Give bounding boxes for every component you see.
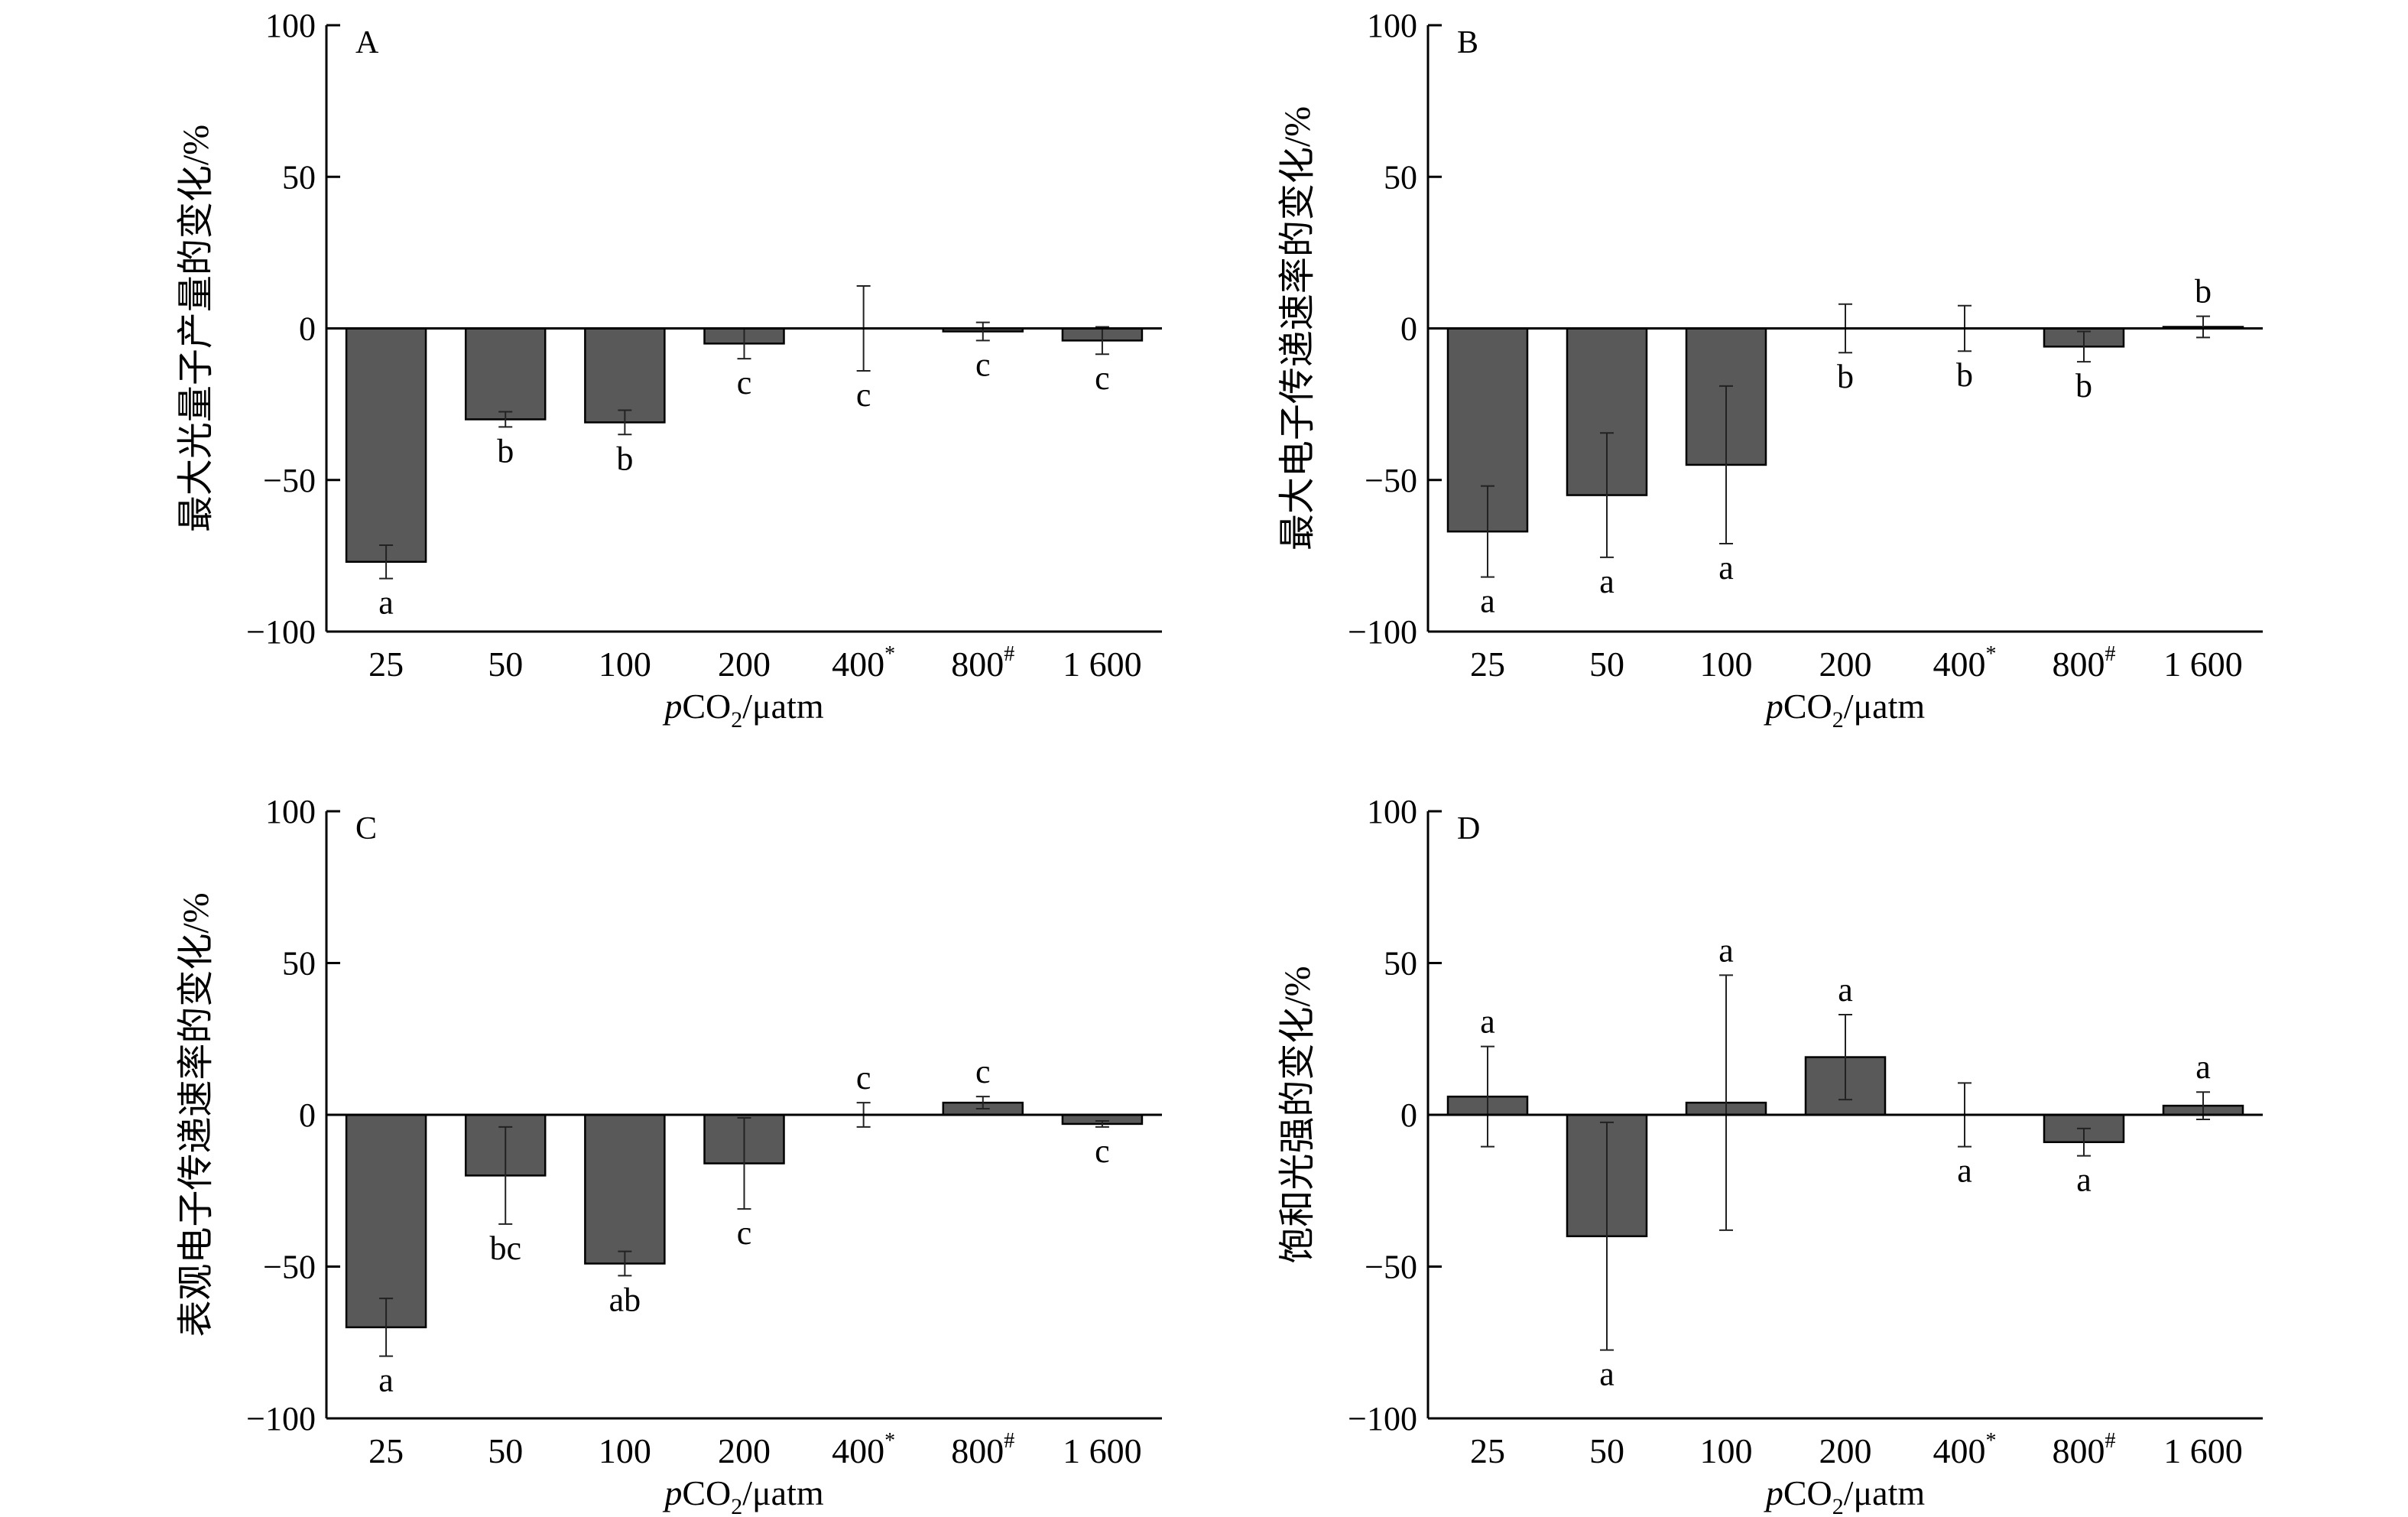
x-tick-label: 100 (599, 1431, 651, 1470)
x-tick-label: 800# (2053, 642, 2116, 684)
y-tick-label: −50 (1365, 1249, 1417, 1286)
bar (464, 327, 547, 421)
x-tick-label: 200 (1819, 1431, 1872, 1470)
x-tick-label: 400* (832, 1429, 895, 1470)
y-axis-title: 最大电子传递速率的变化/% (1277, 106, 1318, 551)
significance-letter: c (1095, 359, 1110, 397)
y-tick-label: 50 (282, 945, 316, 983)
y-tick-label: 50 (282, 158, 316, 196)
chart-panel-d: D 100 50 0 −50 −100 饱和光强的变化/% a 25 a 50 a 100 a 200 a 40… (1277, 793, 2263, 1517)
significance-letter: c (1095, 1132, 1110, 1170)
x-tick-label: 1 600 (2163, 645, 2243, 684)
significance-letter: a (1838, 971, 1853, 1009)
panel-label: A (355, 25, 379, 60)
y-tick-label: −100 (246, 1400, 316, 1437)
significance-letter: b (2195, 273, 2212, 310)
y-tick-label: 100 (265, 793, 316, 830)
y-tick-label: −50 (263, 462, 316, 499)
x-tick-label: 200 (1819, 645, 1872, 684)
x-tick-label: 800# (951, 1429, 1014, 1470)
x-tick-label: 25 (368, 645, 404, 684)
significance-letter: a (1718, 931, 1734, 969)
chart-panel-a: A 100 50 0 −50 −100 最大光量子产量的变化/% a 25 b 50 b 100 c 200… (176, 7, 1162, 733)
significance-letter: c (975, 346, 991, 383)
x-tick-label: 800# (951, 642, 1014, 684)
x-tick-label: 1 600 (1063, 645, 1142, 684)
panel-label: B (1457, 25, 1478, 60)
significance-letter: a (378, 1362, 394, 1399)
x-tick-label: 200 (718, 1431, 771, 1470)
x-axis-title: pCO2/μatm (662, 687, 824, 733)
x-tick-label: 400* (1933, 1429, 1997, 1470)
bar (345, 327, 427, 564)
y-tick-label: 50 (1384, 945, 1417, 983)
significance-letter: c (856, 1059, 871, 1096)
significance-letter: a (1957, 1152, 1972, 1190)
y-axis-title: 最大光量子产量的变化/% (176, 125, 216, 532)
x-axis-title: pCO2/μatm (1764, 1473, 1926, 1517)
panel-label: C (355, 811, 377, 846)
significance-letter: b (1837, 358, 1854, 395)
x-tick-label: 100 (1700, 1431, 1753, 1470)
bar (584, 1113, 666, 1265)
significance-letter: c (737, 364, 752, 401)
significance-letter: a (1480, 583, 1495, 620)
significance-letter: b (497, 432, 514, 469)
significance-letter: c (856, 376, 871, 414)
y-tick-label: 0 (1400, 1096, 1417, 1134)
x-tick-label: 50 (488, 1431, 523, 1470)
y-tick-label: −50 (263, 1249, 316, 1286)
y-tick-label: 0 (299, 310, 316, 348)
significance-letter: b (1956, 356, 1973, 394)
significance-letter: bc (489, 1230, 521, 1267)
significance-letter: b (616, 440, 633, 477)
y-tick-label: −50 (1365, 462, 1417, 499)
y-axis-title: 饱和光强的变化/% (1277, 966, 1318, 1263)
bar (584, 327, 666, 424)
significance-letter: a (378, 584, 394, 622)
x-tick-label: 100 (599, 645, 651, 684)
chart-panel-b: B 100 50 0 −50 −100 最大电子传递速率的变化/% a 25 a 50 a 100 b 20… (1277, 7, 2263, 733)
x-tick-label: 25 (1470, 1431, 1505, 1470)
x-tick-label: 25 (368, 1431, 404, 1470)
x-tick-label: 400* (1933, 642, 1997, 684)
y-tick-label: −100 (246, 613, 316, 651)
x-axis-title: pCO2/μatm (662, 1473, 824, 1517)
significance-letter: ab (609, 1281, 641, 1318)
x-tick-label: 50 (488, 645, 523, 684)
significance-letter: a (1599, 1356, 1615, 1393)
significance-letter: c (737, 1214, 752, 1252)
y-tick-label: 100 (265, 7, 316, 44)
x-tick-label: 1 600 (1063, 1431, 1142, 1470)
panel-label: D (1457, 811, 1480, 846)
chart-panel-c: C 100 50 0 −50 −100 表观电子传递速率的变化/% a 25 bc 50 ab 100 c… (176, 793, 1162, 1517)
significance-letter: a (2076, 1161, 2092, 1199)
x-tick-label: 50 (1589, 1431, 1624, 1470)
y-tick-label: −100 (1348, 613, 1417, 651)
y-tick-label: 50 (1384, 158, 1417, 196)
significance-letter: a (1718, 549, 1734, 586)
x-tick-label: 400* (832, 642, 895, 684)
significance-letter: b (2075, 367, 2092, 404)
significance-letter: a (1480, 1003, 1495, 1041)
x-axis-title: pCO2/μatm (1764, 687, 1926, 733)
y-tick-label: 100 (1367, 7, 1417, 44)
bar (345, 1113, 427, 1329)
x-tick-label: 100 (1700, 645, 1753, 684)
significance-letter: a (1599, 563, 1615, 600)
x-tick-label: 25 (1470, 645, 1505, 684)
x-tick-label: 800# (2053, 1429, 2116, 1470)
x-tick-label: 1 600 (2163, 1431, 2243, 1470)
y-tick-label: 0 (299, 1096, 316, 1134)
significance-letter: a (2195, 1048, 2211, 1086)
y-tick-label: 100 (1367, 793, 1417, 830)
y-tick-label: −100 (1348, 1400, 1417, 1437)
x-tick-label: 50 (1589, 645, 1624, 684)
y-axis-title: 表观电子传递速率的变化/% (176, 892, 216, 1337)
y-tick-label: 0 (1400, 310, 1417, 348)
significance-letter: c (975, 1053, 991, 1090)
x-tick-label: 200 (718, 645, 771, 684)
